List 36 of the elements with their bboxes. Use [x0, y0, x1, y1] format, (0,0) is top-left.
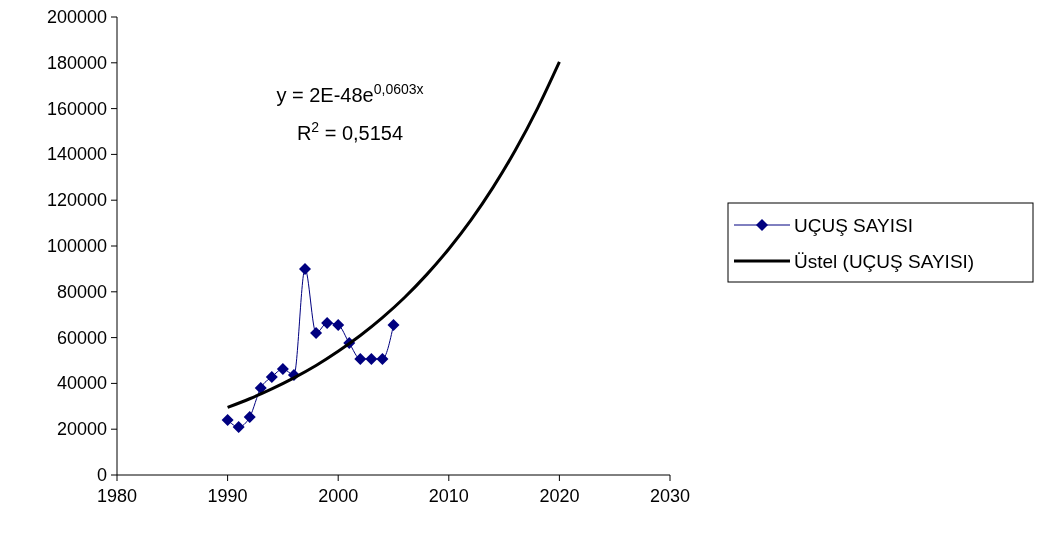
y-tick-label: 0 — [96, 465, 107, 485]
point — [221, 414, 234, 427]
y-tick-label: 100000 — [46, 236, 107, 256]
point — [354, 352, 367, 365]
y-tick-label: 120000 — [46, 190, 107, 211]
point — [321, 316, 334, 329]
y-tick-label: 160000 — [46, 98, 107, 119]
point — [232, 420, 245, 433]
annotation: R$^{2}$ = 0,5154 — [296, 119, 404, 144]
point — [332, 319, 345, 332]
y-tick-label: 40000 — [56, 373, 107, 394]
point — [276, 362, 289, 375]
x-tick-label: 2000 — [318, 486, 359, 506]
x-tick-label: 2020 — [539, 486, 580, 506]
y-tick-label: 80000 — [56, 281, 107, 302]
point — [365, 352, 378, 365]
point — [299, 262, 312, 275]
annotation: y = 2E-48e$^{0,0603x}$ — [276, 81, 424, 106]
y-tick-label: 140000 — [46, 144, 107, 165]
x-tick-label: 1980 — [96, 486, 138, 506]
legend-label: UÇUŞ SAYISI — [794, 215, 913, 236]
x-tick-label: 2010 — [428, 486, 469, 506]
point — [310, 327, 323, 340]
x-tick-label: 1990 — [207, 486, 248, 506]
point — [265, 370, 278, 383]
y-tick-label: 180000 — [46, 52, 107, 73]
y-tick-label: 20000 — [56, 419, 107, 440]
legend-label: Üstel (UÇUŞ SAYISI) — [794, 251, 975, 272]
point — [387, 319, 400, 332]
point — [254, 381, 267, 394]
x-tick-label: 2030 — [649, 486, 691, 506]
y-tick-label: 60000 — [56, 327, 107, 348]
line-series — [226, 60, 561, 409]
y-tick-label: 200000 — [46, 7, 107, 27]
point — [376, 352, 389, 365]
point — [243, 411, 256, 424]
